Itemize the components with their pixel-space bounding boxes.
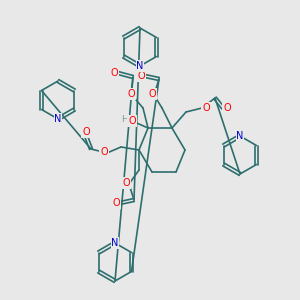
Text: O: O xyxy=(127,89,135,99)
Text: N: N xyxy=(236,131,244,141)
Text: O: O xyxy=(100,147,108,157)
Text: O: O xyxy=(148,89,156,99)
Text: O: O xyxy=(128,116,136,126)
Text: O: O xyxy=(122,178,130,188)
Text: N: N xyxy=(136,61,144,71)
Text: N: N xyxy=(111,238,119,248)
Text: O: O xyxy=(112,198,120,208)
Text: O: O xyxy=(137,71,145,81)
Text: O: O xyxy=(82,127,90,137)
Text: O: O xyxy=(223,103,231,113)
Text: O: O xyxy=(202,103,210,113)
Text: N: N xyxy=(54,114,62,124)
Text: H: H xyxy=(122,115,128,124)
Text: O: O xyxy=(110,68,118,78)
